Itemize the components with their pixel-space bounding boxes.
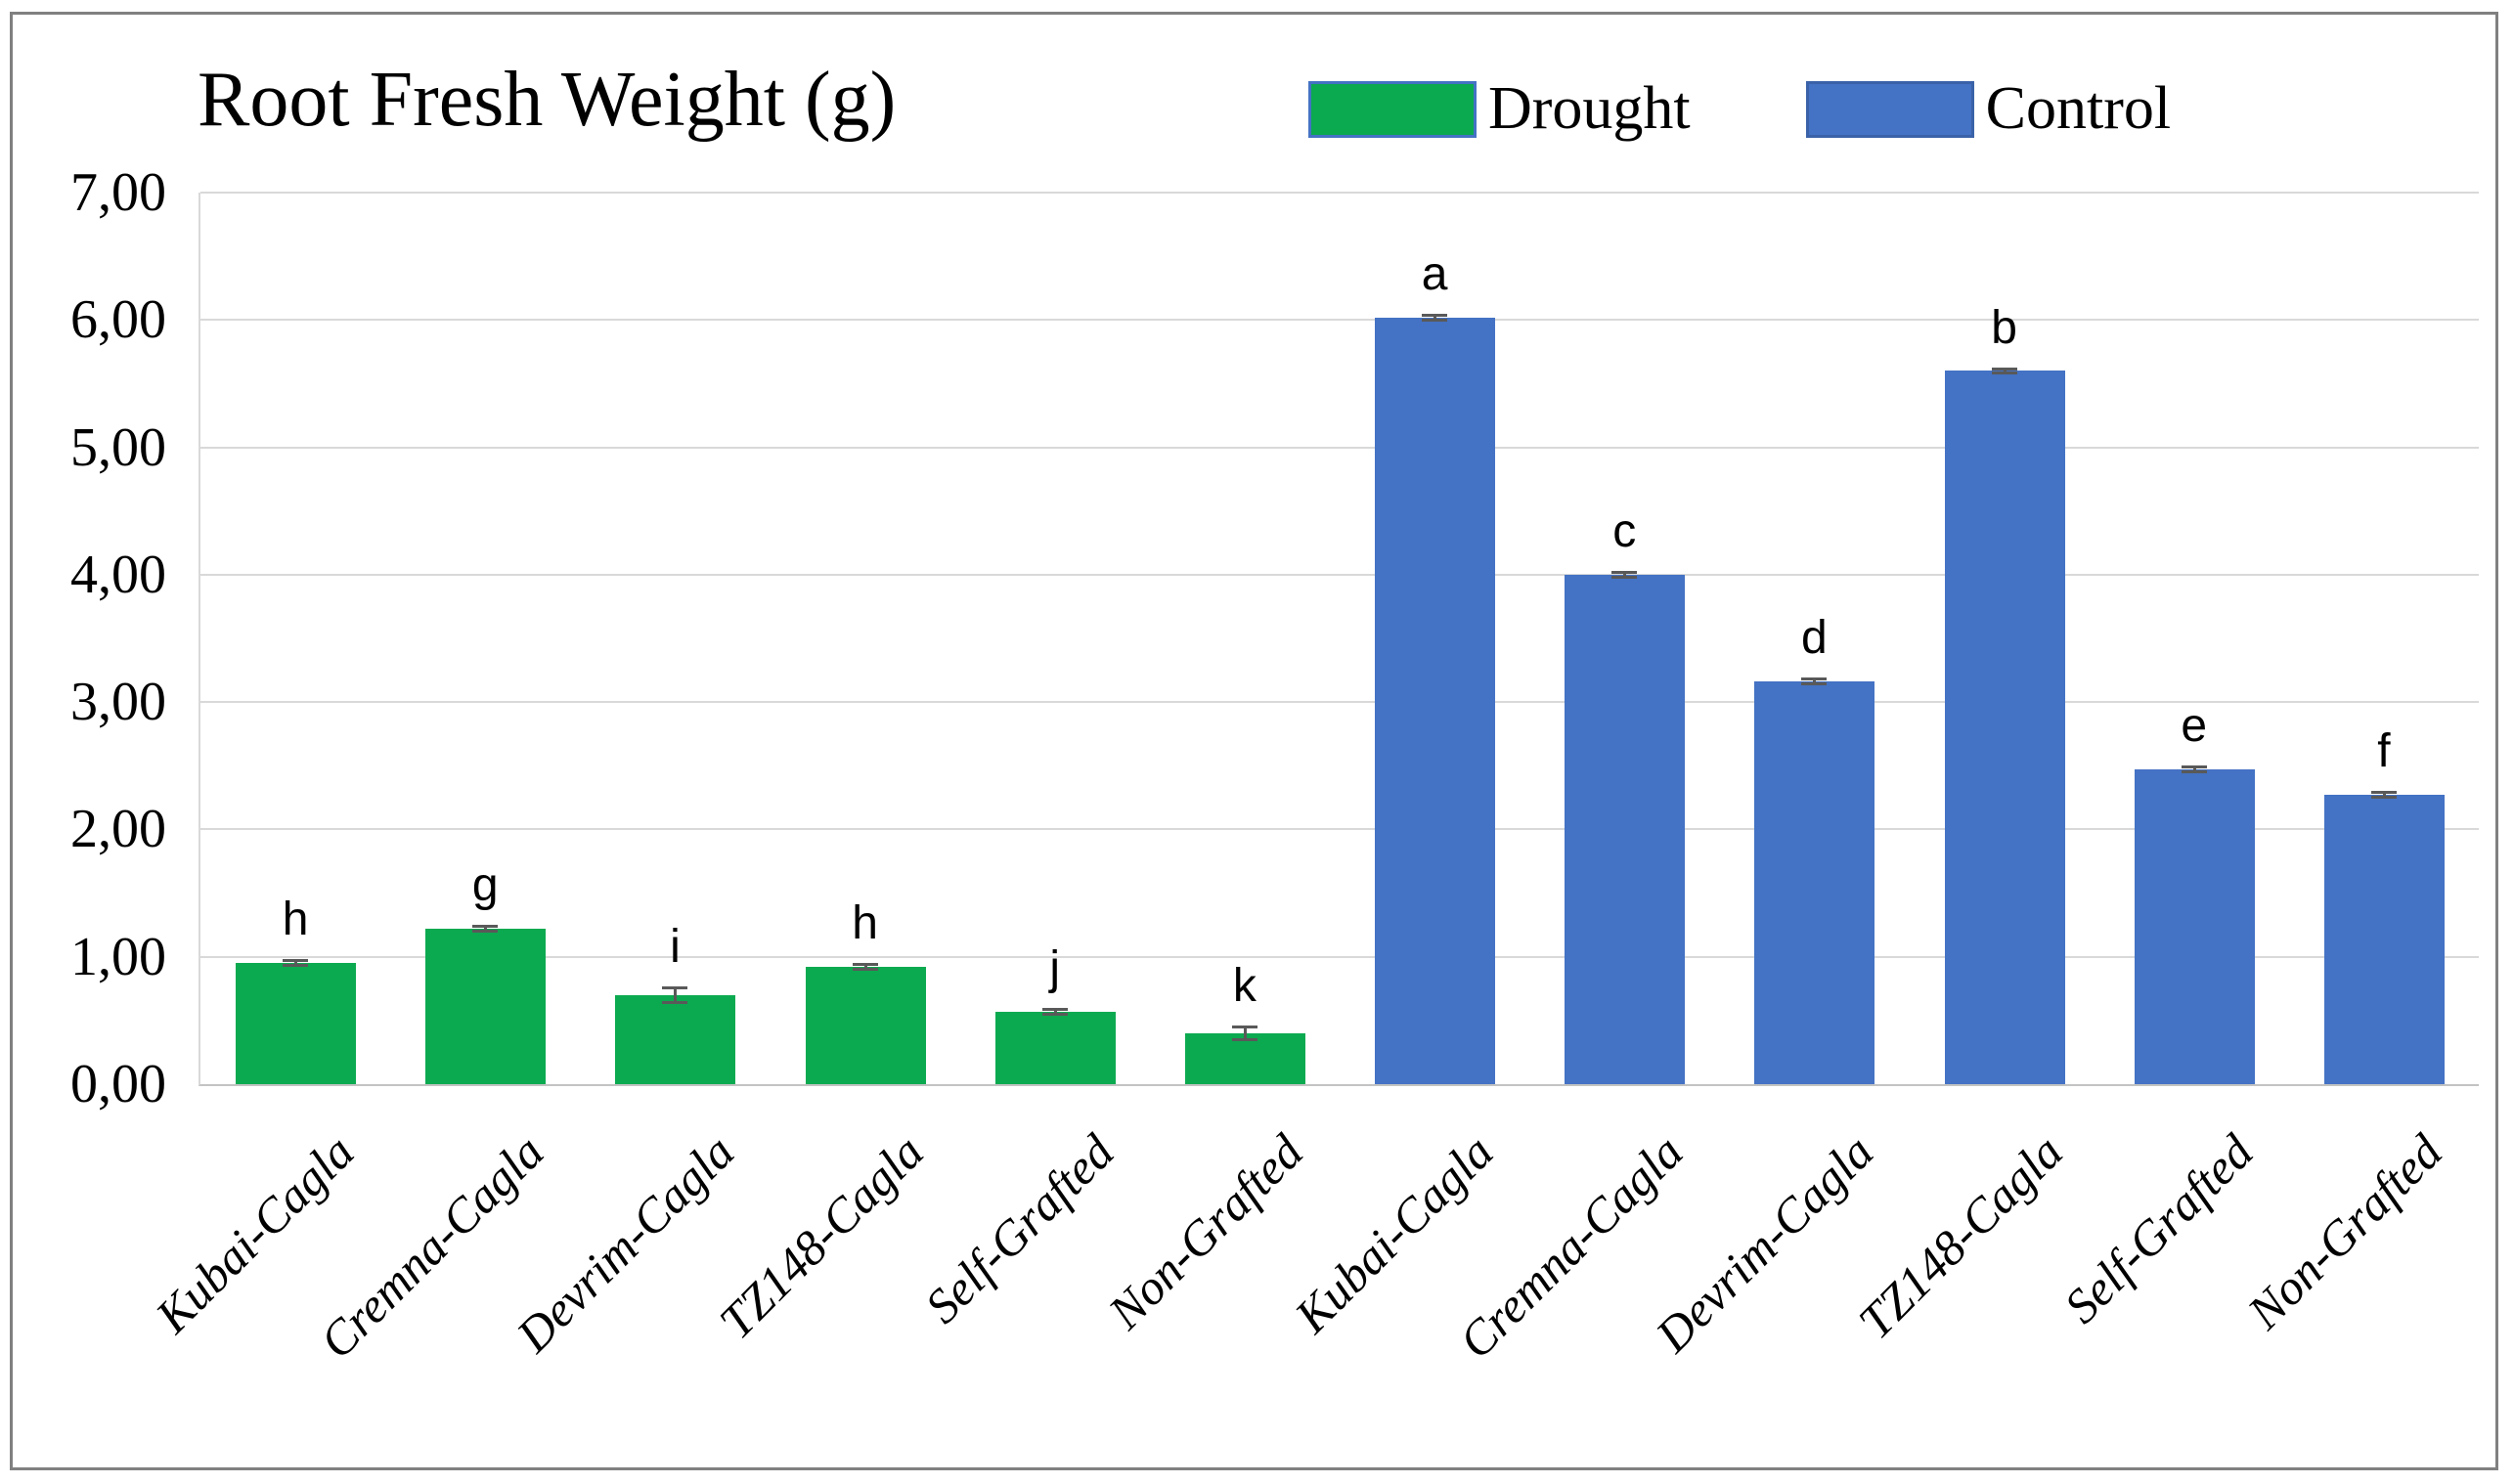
bar-slot: h: [771, 193, 960, 1084]
error-bar-cap: [1991, 367, 2017, 371]
error-bar: [863, 963, 867, 972]
gridline: [200, 446, 2479, 449]
error-bar-cap: [2181, 770, 2207, 774]
y-tick-label: 3,00: [70, 672, 166, 733]
error-bar-cap: [1801, 677, 1828, 681]
gridline: [200, 573, 2479, 576]
significance-letter: b: [1991, 301, 2017, 354]
error-bar-cap: [472, 929, 499, 933]
bar-slot: g: [390, 193, 580, 1084]
figure-border: [10, 12, 2498, 1470]
control-swatch: [1805, 80, 1974, 138]
error-bar-cap: [2181, 765, 2207, 769]
error-bar-cap: [1231, 1037, 1257, 1041]
significance-letter: f: [2377, 725, 2391, 778]
gridline: [200, 828, 2479, 831]
gridline: [200, 955, 2479, 958]
bar-slot: d: [1719, 193, 1909, 1084]
y-tick-label: 6,00: [70, 289, 166, 351]
bar: [2134, 769, 2255, 1084]
bar-slot: e: [2099, 193, 2289, 1084]
error-bar: [2192, 765, 2196, 774]
gridline: [200, 319, 2479, 322]
bar-slot: h: [200, 193, 390, 1084]
y-tick-label: 5,00: [70, 416, 166, 478]
legend-label-drought: Drought: [1488, 75, 1691, 142]
error-bar-cap: [852, 963, 878, 967]
significance-letter: d: [1801, 612, 1828, 665]
error-bar-cap: [1041, 1007, 1068, 1011]
drought-swatch: [1308, 80, 1477, 138]
error-bar: [2003, 367, 2007, 375]
bar: [1944, 371, 2065, 1084]
error-bar: [1813, 677, 1817, 686]
error-bar-cap: [662, 1000, 688, 1004]
significance-letter: g: [471, 859, 499, 912]
significance-letter: h: [852, 897, 878, 950]
significance-letter: a: [1421, 247, 1448, 300]
legend-item-control: Control: [1805, 74, 2172, 144]
bar: [615, 994, 736, 1084]
error-bar: [1623, 570, 1627, 579]
bar-slot: c: [1529, 193, 1719, 1084]
error-bar-cap: [283, 964, 309, 968]
plot-area: h Kubai-Cagla g Cremna-Cagla i Devrim-Cagla h T…: [145, 192, 2479, 1369]
y-tick-label: 4,00: [70, 544, 166, 605]
bar-slot: a: [1340, 193, 1529, 1084]
chart-title: Root Fresh Weight (g): [198, 57, 897, 143]
significance-letter: c: [1612, 504, 1637, 557]
error-bar-cap: [472, 925, 499, 929]
bar: [1565, 574, 1686, 1084]
error-bar-cap: [2370, 791, 2397, 795]
bar-slot: i: [580, 193, 770, 1084]
error-bar-cap: [2370, 796, 2397, 800]
bar: [1754, 681, 1875, 1084]
significance-letter: i: [670, 920, 681, 973]
y-tick-label: 2,00: [70, 799, 166, 860]
y-axis: 0,00 1,00 2,00 3,00 4,00 5,00 6,00 7,00: [0, 165, 178, 1112]
error-bar: [1053, 1007, 1057, 1016]
gridline: [200, 701, 2479, 704]
error-bar: [294, 959, 298, 968]
error-bar-cap: [852, 968, 878, 972]
bar: [1375, 317, 1496, 1084]
error-bar-cap: [1231, 1026, 1257, 1029]
bar-slot: j: [960, 193, 1150, 1084]
error-bar: [674, 985, 678, 1004]
significance-letter: e: [2181, 700, 2208, 753]
bar-slot: b: [1910, 193, 2099, 1084]
error-bar: [484, 925, 488, 933]
legend-label-control: Control: [1985, 75, 2172, 142]
error-bar-cap: [283, 959, 309, 963]
bar-slot: k: [1150, 193, 1340, 1084]
significance-letter: h: [282, 894, 309, 946]
bar: [425, 929, 547, 1084]
error-bar-cap: [1422, 318, 1448, 322]
legend-item-drought: Drought: [1308, 74, 1691, 144]
gridline: [200, 192, 2479, 194]
y-tick-label: 0,00: [70, 1054, 166, 1114]
y-tick-label: 7,00: [70, 162, 166, 223]
bar: [1184, 1032, 1305, 1084]
bar-slot: f: [2289, 193, 2479, 1084]
error-bar-cap: [1611, 570, 1638, 574]
significance-letter: k: [1232, 960, 1257, 1013]
bar: [994, 1011, 1116, 1084]
error-bar: [2382, 791, 2386, 800]
error-bar-cap: [1991, 371, 2017, 375]
bar: [236, 963, 357, 1084]
bar: [805, 967, 926, 1084]
error-bar-cap: [662, 985, 688, 989]
legend: Drought Control: [1308, 74, 2171, 144]
error-bar: [1433, 313, 1437, 322]
significance-letter: j: [1049, 941, 1061, 994]
error-bar-cap: [1611, 575, 1638, 579]
error-bar-cap: [1422, 313, 1448, 317]
error-bar-cap: [1801, 682, 1828, 686]
error-bar-cap: [1041, 1012, 1068, 1016]
error-bar: [1243, 1026, 1247, 1041]
bar: [2323, 795, 2445, 1084]
y-tick-label: 1,00: [70, 926, 166, 987]
